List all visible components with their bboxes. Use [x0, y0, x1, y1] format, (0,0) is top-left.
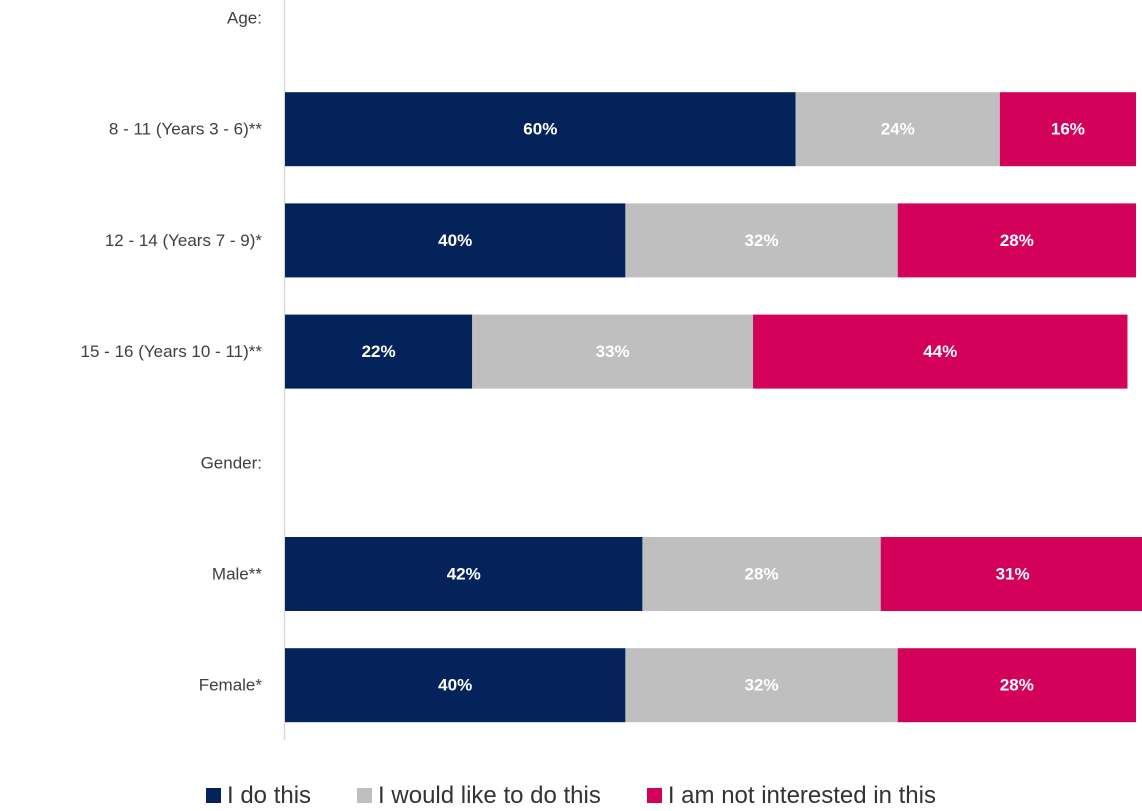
bar-segment [285, 537, 643, 611]
legend-swatch [646, 788, 662, 803]
data-label: 28% [745, 565, 779, 584]
category-label: Gender: [201, 453, 262, 472]
data-label: 22% [362, 342, 396, 361]
bar-segment [625, 648, 898, 723]
bar-segment [285, 92, 796, 167]
data-label: 28% [1000, 231, 1034, 250]
data-label: 40% [438, 676, 472, 695]
data-label: 60% [523, 120, 557, 139]
legend-item: I would like to do this [357, 781, 601, 809]
bar-segment [897, 648, 1136, 723]
bar-segment [795, 92, 1000, 167]
legend-item: I do this [206, 781, 312, 809]
legend: I do this I would like to do this I am not… [0, 780, 1142, 811]
legend-swatch [357, 788, 373, 803]
bar-segment [285, 314, 473, 389]
data-label: 24% [881, 120, 915, 139]
bar-segment [472, 314, 754, 389]
stacked-bar-chart: Age: 8 - 11 (Years 3 - 6)** 60% 24% 16% 12 - … [81, 0, 1142, 740]
category-label: 8 - 11 (Years 3 - 6)** [109, 120, 262, 139]
bar-segment [897, 203, 1136, 278]
data-label: 28% [1000, 676, 1034, 695]
legend-item: I am not interested in this [646, 781, 936, 809]
data-label: 44% [923, 342, 957, 361]
category-label: Female* [199, 676, 263, 695]
legend-label: I am not interested in this [667, 781, 936, 809]
bar-segment [753, 314, 1128, 389]
legend-swatch [206, 788, 221, 803]
category-label: 15 - 16 (Years 10 - 11)** [81, 342, 263, 361]
category-label: 12 - 14 (Years 7 - 9)* [105, 231, 263, 250]
legend-label: I do this [227, 781, 312, 809]
data-label: 42% [447, 565, 481, 584]
data-label: 40% [438, 231, 472, 250]
legend-label: I would like to do this [378, 781, 601, 809]
category-label: Male** [212, 565, 262, 584]
bar-segment [625, 203, 898, 278]
data-label: 16% [1051, 120, 1085, 139]
bar-segment [642, 537, 881, 611]
bar-segment [880, 537, 1142, 611]
bar-segment [999, 92, 1136, 167]
bar-segment [285, 648, 626, 723]
category-label: Age: [227, 9, 262, 28]
data-label: 32% [745, 676, 779, 695]
data-label: 31% [996, 565, 1030, 584]
data-label: 32% [745, 231, 779, 250]
data-label: 33% [596, 342, 630, 361]
bar-segment [285, 203, 626, 278]
